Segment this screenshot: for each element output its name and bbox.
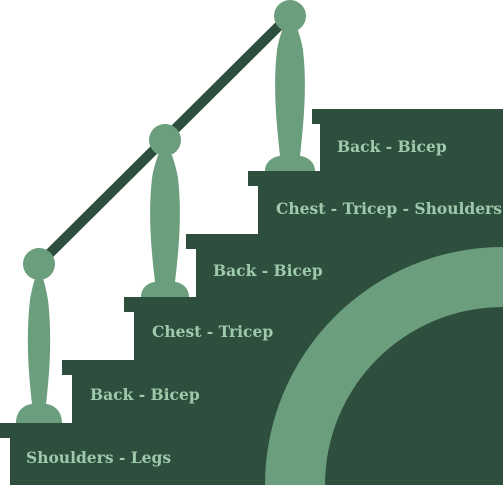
step-label-4: Back - Bicep <box>213 261 323 280</box>
baluster <box>141 124 189 297</box>
step-tread <box>248 171 503 186</box>
step-label-6: Back - Bicep <box>337 137 447 156</box>
step-label-3: Chest - Tricep <box>152 322 274 341</box>
arch-inner <box>325 307 503 485</box>
step-label-5: Chest - Tricep - Shoulders <box>276 199 502 218</box>
step-tread <box>186 234 503 249</box>
step-riser <box>258 185 503 235</box>
step-label-1: Shoulders - Legs <box>26 448 172 467</box>
arch-decoration <box>265 247 503 485</box>
baluster <box>265 0 315 171</box>
step-tread <box>312 109 503 124</box>
step-riser <box>320 123 503 172</box>
baluster <box>16 248 62 423</box>
step-label-2: Back - Bicep <box>90 385 200 404</box>
